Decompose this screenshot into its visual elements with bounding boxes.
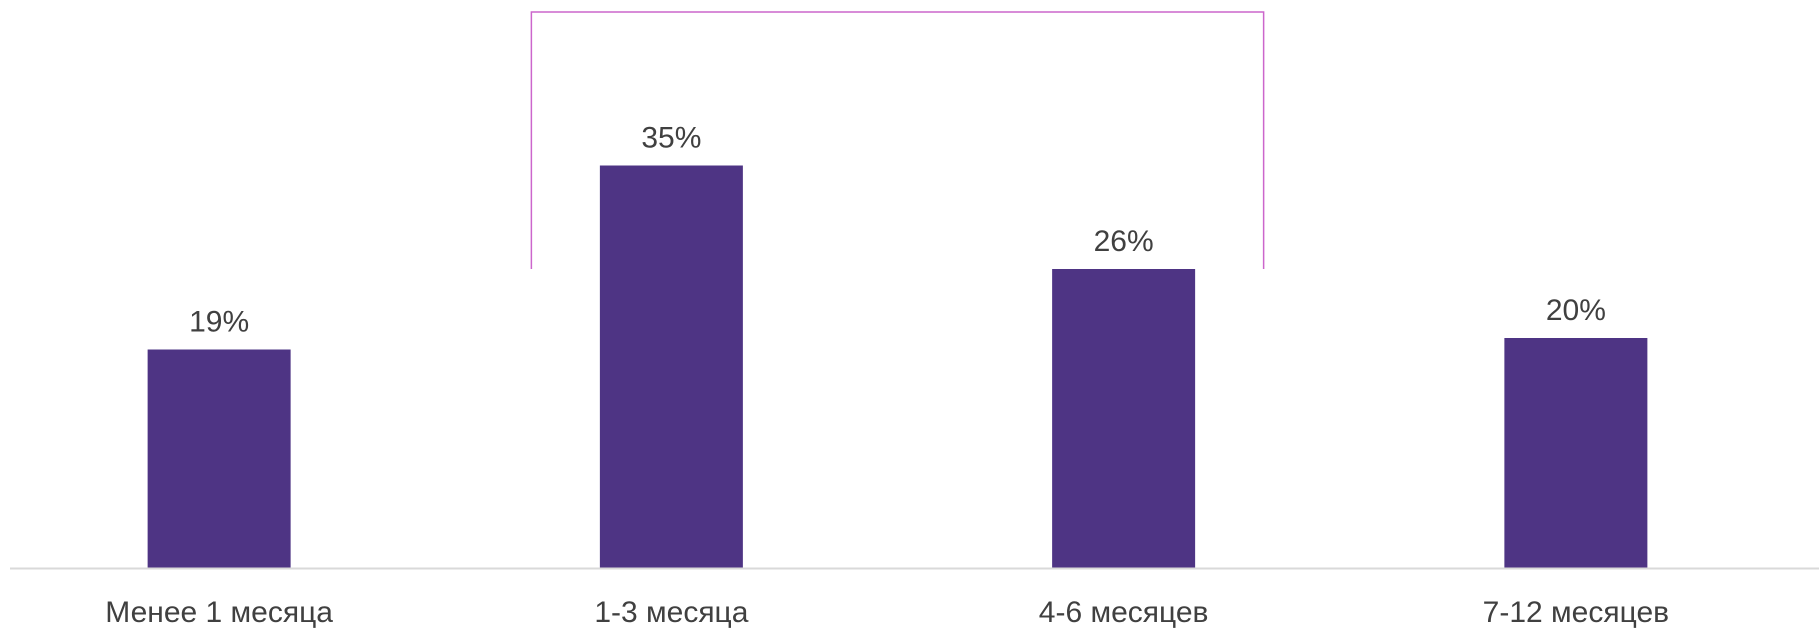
category-label-2: 1-3 месяца <box>594 596 748 629</box>
bar-4 <box>1504 338 1648 568</box>
category-label-3: 4-6 месяцев <box>1039 596 1209 629</box>
category-labels-layer: Менее 1 месяца 1-3 месяца 4-6 месяцев 7-12 … <box>105 596 1669 629</box>
data-label-2: 35% <box>641 122 701 155</box>
value-labels-layer: 19% 35% 26% 20% <box>189 122 1606 339</box>
bar-3 <box>1052 269 1196 568</box>
bars-layer <box>147 165 1648 568</box>
bar-1 <box>147 349 291 568</box>
bar-2 <box>599 165 743 568</box>
category-label-4: 7-12 месяцев <box>1483 596 1669 629</box>
bracket-layer <box>530 11 1265 269</box>
category-label-1: Менее 1 месяца <box>105 596 333 629</box>
data-label-3: 26% <box>1094 225 1154 258</box>
data-label-4: 20% <box>1546 294 1606 327</box>
comparison-bracket-1 <box>530 11 1265 269</box>
data-label-1: 19% <box>189 306 249 339</box>
